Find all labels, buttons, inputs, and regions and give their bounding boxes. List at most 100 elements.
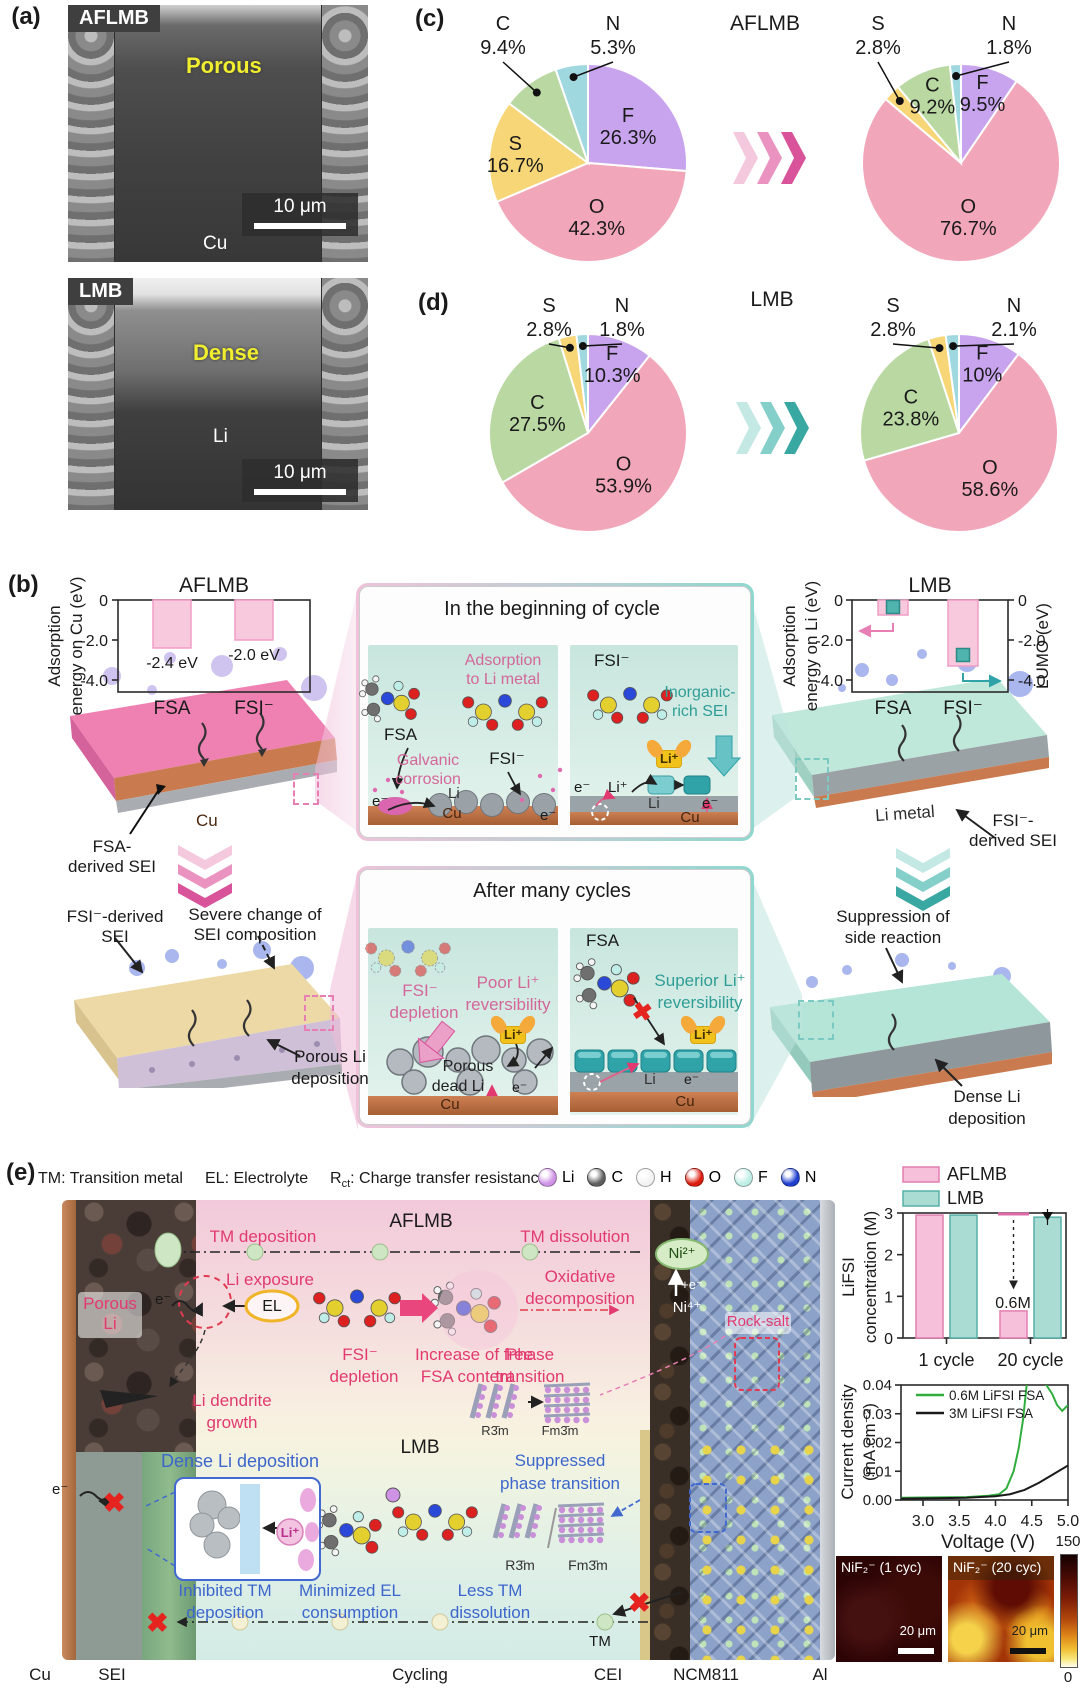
li-dendrite-1: Li dendrite <box>192 1391 272 1410</box>
svg-text:3.5: 3.5 <box>948 1513 970 1530</box>
pie_aflmb_cycled <box>861 61 1061 263</box>
suppressed-1: Suppressed <box>514 1451 606 1470</box>
svg-text:2.8%: 2.8% <box>855 37 901 59</box>
fsa-molecule-label: FSA <box>384 725 418 744</box>
dense-li-electrode-sei <box>76 1452 196 1660</box>
morphology-label: Dense <box>193 340 260 365</box>
electron-label: e⁻ <box>52 1481 69 1498</box>
suppression-label-2: side reaction <box>844 928 942 947</box>
atom-legend-O: O <box>684 1168 721 1187</box>
svg-text:N: N <box>1007 295 1021 317</box>
fsa-sei-label-2: derived SEI <box>68 857 156 876</box>
scalebar-label: 10 μm <box>273 196 327 217</box>
svg-text:F: F <box>976 72 988 94</box>
svg-text:C: C <box>530 392 544 414</box>
cu-slab-label: Cu <box>196 811 218 830</box>
map2-label: NiF₂⁻ (20 cyc) <box>953 1559 1042 1575</box>
fsi-depletion-e-2: depletion <box>329 1367 399 1386</box>
adsorption-li-metal-1: Adsorption <box>464 652 542 669</box>
bottom-ncm811: NCM811 <box>673 1665 739 1684</box>
svg-text:16.7%: 16.7% <box>487 155 544 177</box>
colorbar <box>1060 1554 1078 1668</box>
svg-text:20 cycle: 20 cycle <box>997 1350 1063 1370</box>
tm-deposition: TM deposition <box>209 1227 317 1246</box>
svg-text:F: F <box>622 105 634 127</box>
fm3m-label: Fm3̄m <box>541 1423 579 1438</box>
panel-c-label: (c) <box>415 5 445 32</box>
porous-dead-li-1: Porous <box>442 1058 494 1075</box>
panel-c-title: AFLMB <box>729 12 801 35</box>
panel-e-label: (e) <box>6 1159 36 1186</box>
porous-li-2: Li <box>103 1314 117 1333</box>
li-label: Li <box>648 795 660 812</box>
map2-scale-label: 20 μm <box>1011 1623 1048 1638</box>
blocked-icon: ✖ <box>628 1588 651 1618</box>
svg-text:(mA cm⁻²): (mA cm⁻²) <box>860 1403 879 1481</box>
tm-dissolution: TM dissolution <box>520 1227 630 1246</box>
electron-label: e⁻ <box>540 807 557 824</box>
inhibited-tm-1: Inhibited TM <box>178 1581 272 1600</box>
atom-legend-C: C <box>587 1168 623 1187</box>
svg-text:0.6M LiFSI FSA: 0.6M LiFSI FSA <box>949 1388 1044 1403</box>
svg-text:0.02: 0.02 <box>863 1435 892 1452</box>
sem-image-lmb: LMB Dense Li 10 μm <box>68 278 368 510</box>
morphology-label: Porous <box>186 53 262 78</box>
svg-text:76.7%: 76.7% <box>940 218 997 240</box>
svg-text:3M LiFSI FSA: 3M LiFSI FSA <box>949 1406 1033 1421</box>
map1-scale-label: 20 μm <box>899 1623 936 1638</box>
li-label: Li <box>448 785 460 802</box>
electron-label: e⁻ <box>512 1079 528 1095</box>
superior-reversibility-1: Superior Li⁺ <box>654 971 746 990</box>
svg-text:C: C <box>904 387 918 409</box>
svg-text:0: 0 <box>884 1331 893 1348</box>
superior-reversibility-2: reversibility <box>657 993 743 1012</box>
svg-text:O: O <box>616 453 632 475</box>
svg-text:2: 2 <box>884 1248 893 1265</box>
li-exposure: Li exposure <box>226 1270 314 1289</box>
nif2-map-20cyc: NiF₂⁻ (20 cyc) 20 μm <box>948 1556 1054 1662</box>
increase-fsa-2: FSA content <box>420 1367 514 1386</box>
rct-definition: Rct: Charge transfer resistance <box>330 1170 548 1191</box>
less-tm-2: dissolution <box>449 1603 531 1622</box>
pie_aflmb_initial <box>488 61 688 263</box>
fsi-depletion-2: depletion <box>389 1003 459 1022</box>
electron-label: e⁻ <box>684 1071 700 1087</box>
adsorption-li-metal-2: to Li metal <box>466 671 540 688</box>
cu-label: Cu <box>442 805 462 822</box>
svg-text:10.3%: 10.3% <box>584 365 641 387</box>
svg-text:AFLMB: AFLMB <box>947 1164 1007 1184</box>
svg-text:2.8%: 2.8% <box>526 319 572 341</box>
severe-change-label-2: SEI composition <box>193 925 317 944</box>
li-dendrite-2: growth <box>206 1413 258 1432</box>
cu-current-collector <box>62 1200 78 1660</box>
svg-text:N: N <box>1002 13 1016 35</box>
cu-label: Cu <box>680 809 700 826</box>
fsa-molecule-label: FSA <box>586 931 620 950</box>
atom-legend: Li C H O F N <box>538 1168 816 1187</box>
bottom-cycling: Cycling <box>392 1665 448 1684</box>
electron-label: e⁻ <box>702 795 719 812</box>
svg-text:23.8%: 23.8% <box>882 409 939 431</box>
poor-reversibility-1: Poor Li⁺ <box>476 973 540 992</box>
atom-legend-H: H <box>636 1168 672 1187</box>
svg-text:2.8%: 2.8% <box>870 319 916 341</box>
svg-text:0: 0 <box>1018 593 1027 610</box>
li-ion-winged-icon: Li⁺ <box>487 1012 539 1044</box>
minimized-el-2: consumption <box>301 1603 399 1622</box>
svg-text:O: O <box>961 196 977 218</box>
inhibited-tm-2: deposition <box>186 1603 264 1622</box>
svg-text:53.9%: 53.9% <box>595 475 652 497</box>
svg-text:5.3%: 5.3% <box>590 37 636 59</box>
svg-text:O: O <box>589 196 605 218</box>
sem-image-aflmb: AFLMB Porous Cu 10 μm <box>68 5 368 262</box>
oxidative-2: decomposition <box>525 1289 635 1308</box>
box1-title: In the beginning of cycle <box>444 598 660 620</box>
svg-text:10%: 10% <box>962 365 1002 387</box>
li-ion-circle-label: Li⁺ <box>280 1525 300 1540</box>
svg-text:LiFSI: LiFSI <box>839 1257 858 1297</box>
svg-text:LMB: LMB <box>908 574 951 597</box>
li-ion-winged-icon: Li⁺ <box>643 736 695 768</box>
fsi-sei-left-label-2: SEI <box>101 927 129 946</box>
svg-text:C: C <box>925 75 939 97</box>
